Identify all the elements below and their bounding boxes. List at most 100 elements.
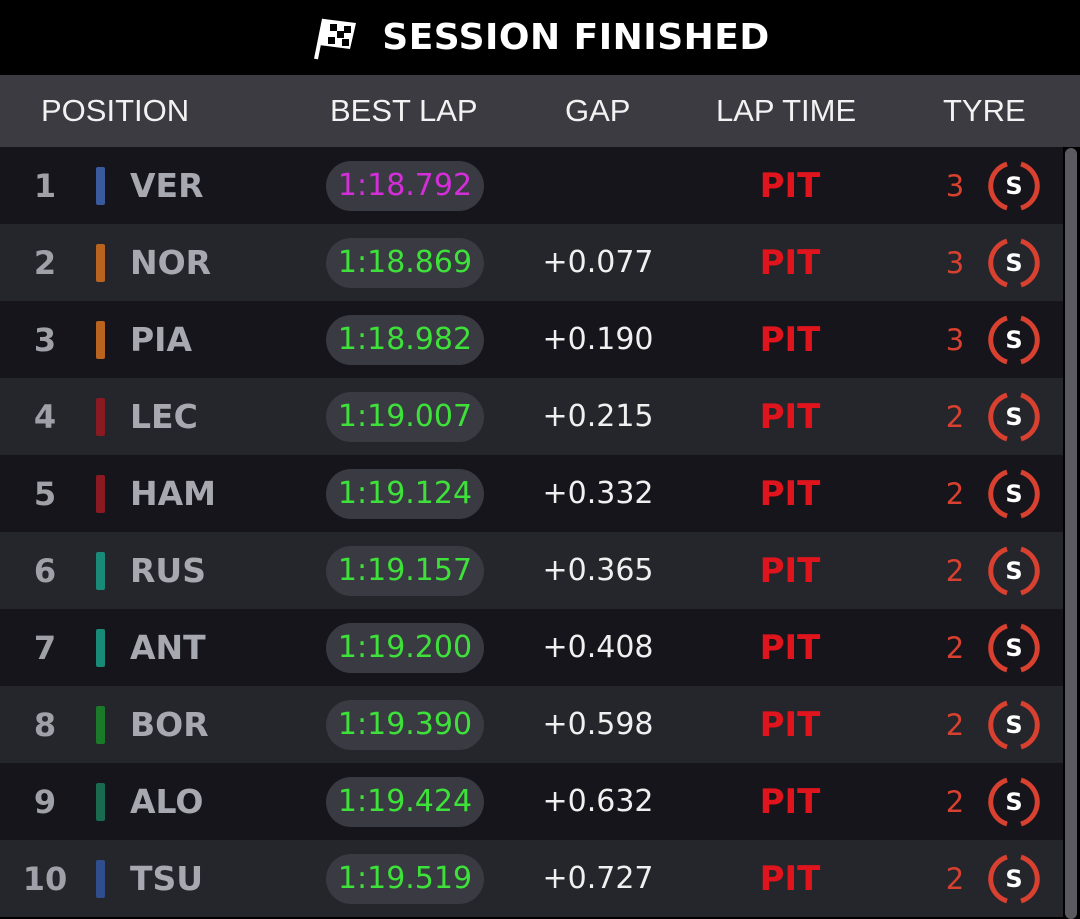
tyre-laps: 2 (945, 861, 965, 896)
best-lap-time: 1:19.124 (326, 468, 484, 519)
tyre-compound: S (1005, 326, 1022, 354)
table-row[interactable]: 10 TSU 1:19.519 +0.727 PIT 2 S (0, 840, 1063, 917)
scrollbar[interactable] (1065, 148, 1077, 919)
lap-time-status: PIT (759, 704, 821, 745)
position-number: 7 (33, 628, 57, 667)
best-lap-time: 1:18.982 (326, 314, 484, 365)
team-color-bar (96, 397, 105, 436)
tyre-compound: S (1005, 788, 1022, 816)
lap-time-status: PIT (759, 319, 821, 360)
tyre-compound: S (1005, 403, 1022, 431)
soft-tyre-icon: S (988, 469, 1040, 518)
driver-code: HAM (130, 474, 216, 513)
soft-tyre-icon: S (988, 392, 1040, 441)
soft-tyre-icon: S (988, 161, 1040, 210)
table-row[interactable]: 2 NOR 1:18.869 +0.077 PIT 3 S (0, 224, 1063, 301)
team-color-bar (96, 628, 105, 667)
team-color-bar (96, 859, 105, 898)
header-best-lap: BEST LAP (330, 93, 478, 128)
lap-time-status: PIT (759, 550, 821, 591)
position-number: 8 (33, 705, 57, 744)
table-row[interactable]: 1 VER 1:18.792 PIT 3 S (0, 147, 1063, 224)
tyre-laps: 2 (945, 707, 965, 742)
driver-code: TSU (130, 859, 204, 898)
gap-value: +0.365 (542, 553, 654, 588)
header-lap-time: LAP TIME (716, 93, 857, 128)
team-color-bar (96, 705, 105, 744)
tyre-compound: S (1005, 634, 1022, 662)
gap-value: +0.598 (542, 707, 654, 742)
tyre-compound: S (1005, 480, 1022, 508)
soft-tyre-icon: S (988, 623, 1040, 672)
best-lap-time: 1:19.157 (326, 545, 484, 596)
driver-code: LEC (130, 397, 198, 436)
tyre-laps: 2 (945, 399, 965, 434)
table-row[interactable]: 3 PIA 1:18.982 +0.190 PIT 3 S (0, 301, 1063, 378)
best-lap-time: 1:18.792 (326, 160, 484, 211)
best-lap-time: 1:18.869 (326, 237, 484, 288)
driver-code: PIA (130, 320, 193, 359)
soft-tyre-icon: S (988, 854, 1040, 903)
tyre-laps: 2 (945, 476, 965, 511)
position-number: 1 (33, 166, 57, 205)
team-color-bar (96, 243, 105, 282)
tyre-laps: 2 (945, 630, 965, 665)
position-number: 5 (33, 474, 57, 513)
tyre-laps: 2 (945, 784, 965, 819)
lap-time-status: PIT (759, 858, 821, 899)
tyre-compound: S (1005, 249, 1022, 277)
team-color-bar (96, 551, 105, 590)
results-table: 1 VER 1:18.792 PIT 3 S 2 NOR 1:18.869 +0… (0, 147, 1080, 917)
team-color-bar (96, 320, 105, 359)
driver-code: RUS (130, 551, 206, 590)
lap-time-status: PIT (759, 165, 821, 206)
column-headers: POSITION BEST LAP GAP LAP TIME TYRE (0, 75, 1080, 147)
position-number: 6 (33, 551, 57, 590)
session-header: SESSION FINISHED (0, 0, 1080, 75)
best-lap-time: 1:19.519 (326, 853, 484, 904)
position-number: 10 (22, 859, 68, 898)
tyre-compound: S (1005, 711, 1022, 739)
table-row[interactable]: 7 ANT 1:19.200 +0.408 PIT 2 S (0, 609, 1063, 686)
page-title: SESSION FINISHED (382, 17, 770, 58)
position-number: 4 (33, 397, 57, 436)
position-number: 2 (33, 243, 57, 282)
tyre-compound: S (1005, 557, 1022, 585)
position-number: 9 (33, 782, 57, 821)
soft-tyre-icon: S (988, 700, 1040, 749)
soft-tyre-icon: S (988, 546, 1040, 595)
team-color-bar (96, 782, 105, 821)
gap-value: +0.408 (542, 630, 654, 665)
tyre-compound: S (1005, 865, 1022, 893)
lap-time-status: PIT (759, 781, 821, 822)
header-gap: GAP (565, 93, 631, 128)
checkered-flag-icon (314, 18, 357, 59)
header-tyre: TYRE (943, 93, 1026, 128)
table-row[interactable]: 9 ALO 1:19.424 +0.632 PIT 2 S (0, 763, 1063, 840)
tyre-laps: 2 (945, 553, 965, 588)
driver-code: NOR (130, 243, 212, 282)
driver-code: VER (130, 166, 204, 205)
gap-value: +0.727 (542, 861, 654, 896)
team-color-bar (96, 474, 105, 513)
table-row[interactable]: 6 RUS 1:19.157 +0.365 PIT 2 S (0, 532, 1063, 609)
tyre-laps: 3 (945, 322, 965, 357)
soft-tyre-icon: S (988, 238, 1040, 287)
lap-time-status: PIT (759, 473, 821, 514)
soft-tyre-icon: S (988, 777, 1040, 826)
table-row[interactable]: 5 HAM 1:19.124 +0.332 PIT 2 S (0, 455, 1063, 532)
gap-value: +0.077 (542, 245, 654, 280)
tyre-laps: 3 (945, 245, 965, 280)
best-lap-time: 1:19.007 (326, 391, 484, 442)
best-lap-time: 1:19.200 (326, 622, 484, 673)
gap-value: +0.632 (542, 784, 654, 819)
table-row[interactable]: 4 LEC 1:19.007 +0.215 PIT 2 S (0, 378, 1063, 455)
lap-time-status: PIT (759, 627, 821, 668)
header-position: POSITION (41, 93, 190, 128)
tyre-compound: S (1005, 172, 1022, 200)
driver-code: ANT (130, 628, 206, 667)
table-row[interactable]: 8 BOR 1:19.390 +0.598 PIT 2 S (0, 686, 1063, 763)
best-lap-time: 1:19.424 (326, 776, 484, 827)
position-number: 3 (33, 320, 57, 359)
driver-code: ALO (130, 782, 204, 821)
